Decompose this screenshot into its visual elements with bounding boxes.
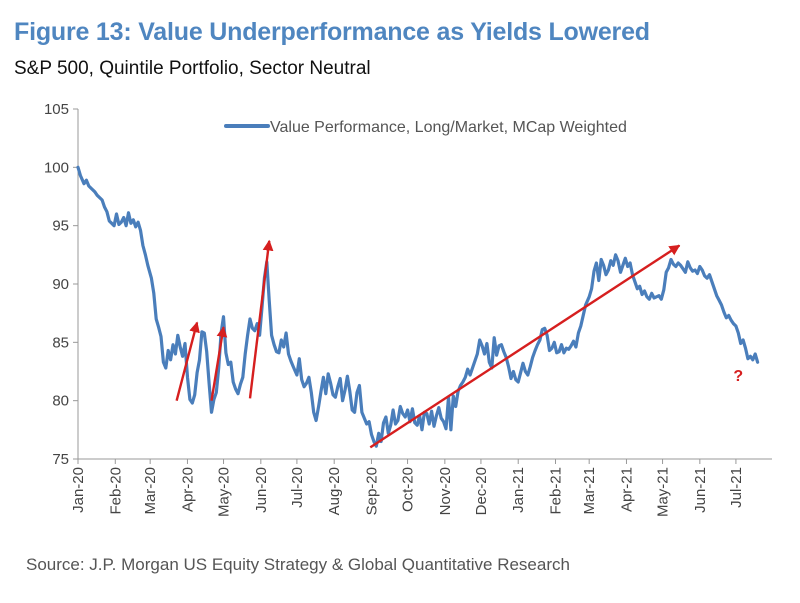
- series-line-0: [76, 165, 760, 448]
- chart-title: Figure 13: Value Underperformance as Yie…: [14, 18, 650, 46]
- trend-arrow-2: [210, 326, 228, 401]
- y-tick-label: 95: [52, 218, 69, 235]
- x-tick-label: Apr-21: [618, 467, 635, 512]
- x-tick-label: Apr-20: [179, 467, 196, 512]
- y-tick-label: 80: [52, 393, 69, 410]
- x-tick-label: Feb-20: [107, 467, 124, 515]
- series-layer: [76, 165, 760, 448]
- trend-arrow-3: [248, 239, 274, 399]
- y-tick-label: 100: [44, 159, 69, 176]
- x-tick-label: Jun-20: [253, 467, 270, 513]
- question-mark-annotation: ?: [733, 368, 743, 385]
- x-tick-label: Jan-21: [510, 467, 527, 513]
- x-tick-label: Jan-20: [70, 467, 87, 513]
- x-tick-label: Feb-21: [548, 467, 565, 515]
- x-tick-label: Mar-21: [581, 467, 598, 515]
- x-tick-label: Aug-20: [326, 467, 343, 515]
- x-tick-label: Jul-21: [728, 467, 745, 508]
- y-tick-label: 85: [52, 334, 69, 351]
- annotation-layer: ?: [175, 239, 743, 449]
- x-tick-label: Sep-20: [363, 467, 380, 515]
- x-tick-label: Jun-21: [692, 467, 709, 513]
- x-axis: Jan-20 Feb-20 Mar-20 Apr-20 May-20 Jun-20 Jul-…: [70, 458, 772, 517]
- trend-arrow-1: [175, 321, 200, 401]
- y-tick-label: 90: [52, 276, 69, 293]
- chart-subtitle: S&P 500, Quintile Portfolio, Sector Neut…: [14, 58, 371, 79]
- x-tick-label: May-20: [216, 467, 233, 517]
- legend-label: Value Performance, Long/Market, MCap Wei…: [270, 119, 627, 136]
- y-tick-label: 75: [52, 451, 69, 468]
- trend-arrow-4: [369, 244, 681, 449]
- y-axis: 75 80 85 90 95 100 105: [44, 101, 79, 468]
- x-tick-label: Dec-20: [473, 467, 490, 515]
- x-tick-label: Oct-20: [400, 467, 417, 512]
- source-note: Source: J.P. Morgan US Equity Strategy &…: [26, 555, 570, 574]
- x-tick-label: Nov-20: [437, 467, 454, 515]
- x-tick-label: May-21: [655, 467, 672, 517]
- x-tick-label: Mar-20: [142, 467, 159, 515]
- legend: Value Performance, Long/Market, MCap Wei…: [224, 119, 627, 136]
- x-tick-label: Jul-20: [289, 467, 306, 508]
- y-tick-label: 105: [44, 101, 69, 118]
